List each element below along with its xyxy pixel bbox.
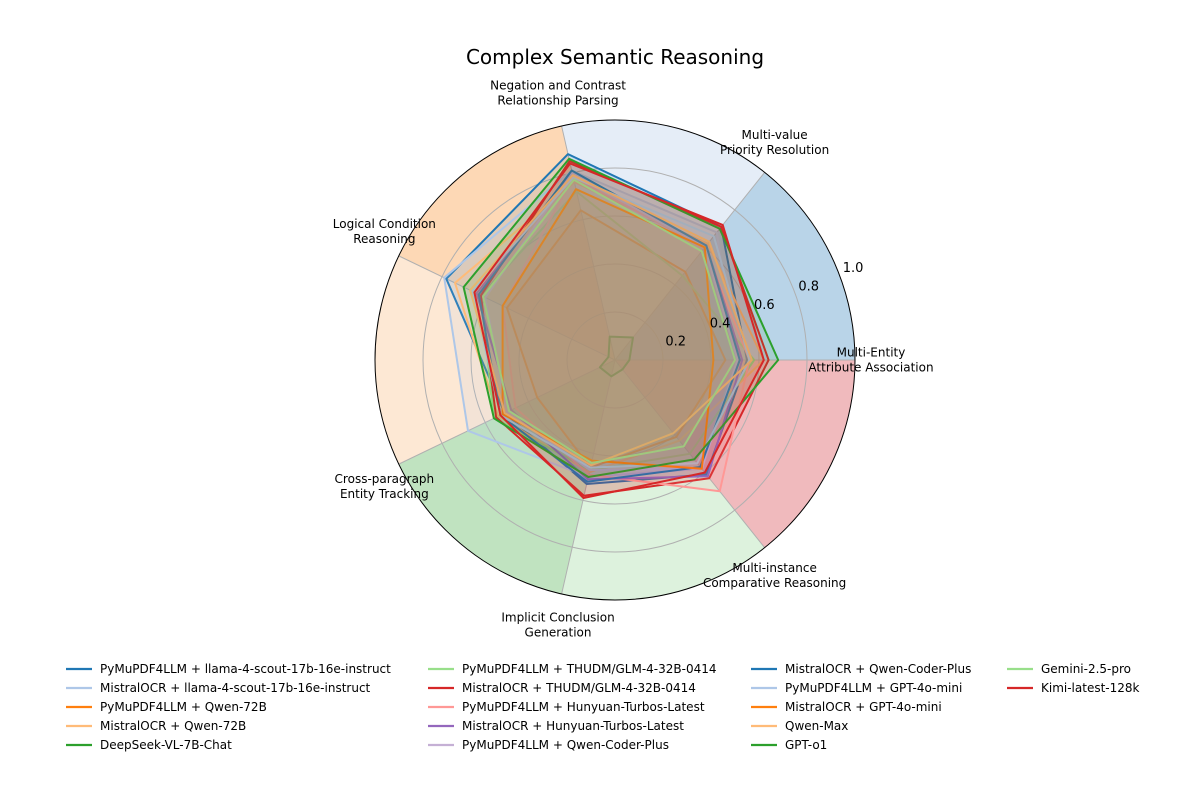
legend-item: MistralOCR + GPT-4o-mini: [751, 700, 942, 714]
legend-item: MistralOCR + Qwen-72B: [66, 719, 246, 733]
legend-item: PyMuPDF4LLM + Hunyuan-Turbos-Latest: [428, 700, 705, 714]
legend-item: MistralOCR + Hunyuan-Turbos-Latest: [428, 719, 684, 733]
series-polygon-15: [462, 157, 780, 478]
legend: PyMuPDF4LLM + llama-4-scout-17b-16e-inst…: [66, 662, 1140, 752]
grid-spoke: [561, 125, 616, 361]
series-polygon-16: [482, 178, 736, 464]
legend-item: PyMuPDF4LLM + Qwen-Coder-Plus: [428, 738, 669, 752]
legend-item: Qwen-Max: [751, 719, 848, 733]
axis-label-6: Implicit Conclusion Generation: [501, 611, 614, 640]
legend-label: PyMuPDF4LLM + Hunyuan-Turbos-Latest: [462, 700, 705, 714]
legend-item: Kimi-latest-128k: [1007, 681, 1140, 695]
legend-label: MistralOCR + Qwen-72B: [100, 719, 246, 733]
legend-label: PyMuPDF4LLM + llama-4-scout-17b-16e-inst…: [100, 662, 391, 676]
tick-label: 0.8: [798, 280, 819, 295]
legend-label: DeepSeek-VL-7B-Chat: [100, 738, 232, 752]
legend-item: Gemini-2.5-pro: [1007, 662, 1131, 676]
legend-label: Kimi-latest-128k: [1041, 681, 1140, 695]
legend-label: MistralOCR + llama-4-scout-17b-16e-instr…: [100, 681, 371, 695]
legend-label: MistralOCR + Qwen-Coder-Plus: [785, 662, 971, 676]
tick-label: 0.4: [710, 316, 731, 331]
legend-item: MistralOCR + THUDM/GLM-4-32B-0414: [428, 681, 696, 695]
legend-label: MistralOCR + THUDM/GLM-4-32B-0414: [462, 681, 696, 695]
legend-item: PyMuPDF4LLM + Qwen-72B: [66, 700, 267, 714]
sector-4: [375, 255, 615, 465]
axis-labels: Multi-Entity Attribute Association Multi-v…: [333, 78, 934, 639]
series-polygon-13: [501, 188, 715, 470]
legend-item: GPT-o1: [751, 738, 827, 752]
sector-backgrounds: [375, 119, 855, 601]
legend-item: MistralOCR + llama-4-scout-17b-16e-instr…: [66, 681, 371, 695]
series-polygon-5: [598, 335, 634, 378]
legend-label: PyMuPDF4LLM + Qwen-Coder-Plus: [462, 738, 669, 752]
series-layer: [443, 153, 780, 499]
legend-label: MistralOCR + GPT-4o-mini: [785, 700, 942, 714]
legend-label: Qwen-Max: [785, 719, 848, 733]
legend-label: PyMuPDF4LLM + GPT-4o-mini: [785, 681, 962, 695]
legend-item: DeepSeek-VL-7B-Chat: [66, 738, 232, 752]
legend-item: PyMuPDF4LLM + llama-4-scout-17b-16e-inst…: [66, 662, 391, 676]
axis-label-3: Negation and Contrast Relationship Parsin…: [490, 78, 626, 107]
legend-label: PyMuPDF4LLM + Qwen-72B: [100, 700, 267, 714]
grid-spoke: [614, 172, 766, 361]
series-polygon-11: [477, 169, 741, 483]
tick-labels: 0.2 0.4 0.6 0.8 1.0: [665, 261, 863, 349]
tick-label: 0.2: [665, 335, 686, 350]
legend-label: GPT-o1: [785, 738, 827, 752]
legend-label: MistralOCR + Hunyuan-Turbos-Latest: [462, 719, 684, 733]
tick-label: 0.6: [754, 298, 775, 313]
axis-label-7: Multi-instance Comparative Reasoning: [703, 561, 846, 590]
sector-5: [398, 360, 615, 594]
chart-title: Complex Semantic Reasoning: [466, 45, 764, 69]
tick-label: 1.0: [843, 261, 864, 276]
axis-label-2: Multi-value Priority Resolution: [720, 128, 829, 157]
sector-6: [561, 360, 765, 601]
sector-7: [615, 360, 855, 548]
axis-label-1: Multi-Entity Attribute Association: [808, 346, 933, 375]
outer-ring: [374, 119, 856, 601]
axis-label-5: Cross-paragraph Entity Tracking: [335, 472, 435, 501]
legend-item: PyMuPDF4LLM + GPT-4o-mini: [751, 681, 962, 695]
series-polygon-17: [473, 162, 765, 499]
legend-label: PyMuPDF4LLM + THUDM/GLM-4-32B-0414: [462, 662, 717, 676]
series-polygon-3: [505, 209, 727, 469]
axis-label-4: Logical Condition Reasoning: [333, 217, 436, 246]
legend-label: Gemini-2.5-pro: [1041, 662, 1131, 676]
legend-item: MistralOCR + Qwen-Coder-Plus: [751, 662, 971, 676]
radial-grid: [374, 119, 856, 601]
legend-item: PyMuPDF4LLM + THUDM/GLM-4-32B-0414: [428, 662, 717, 676]
